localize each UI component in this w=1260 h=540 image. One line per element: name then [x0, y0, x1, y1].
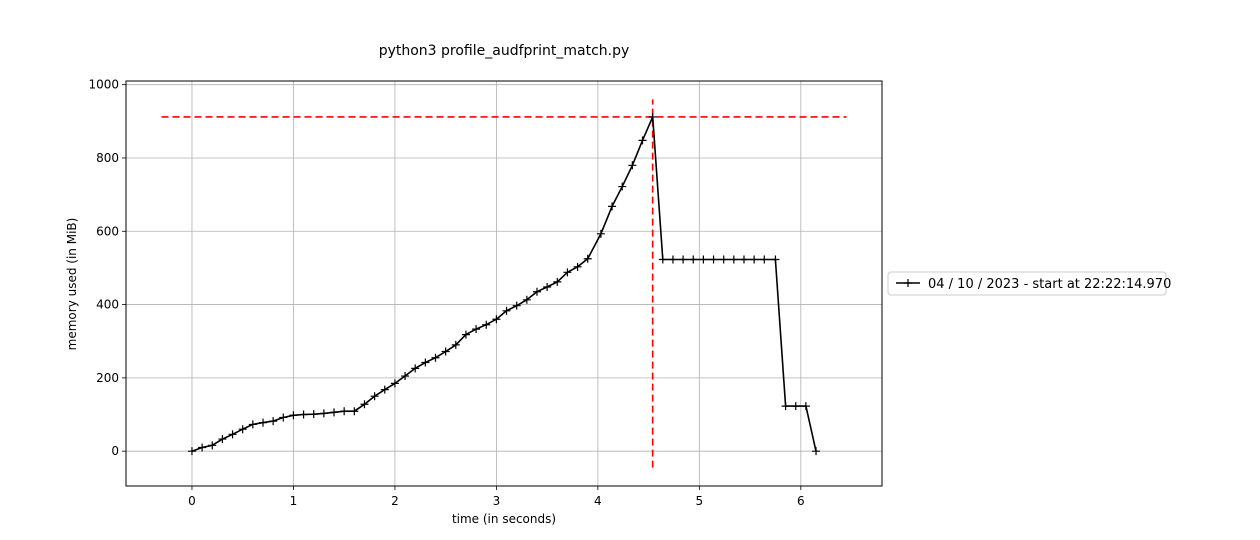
data-point [269, 417, 278, 426]
data-point [380, 385, 389, 394]
y-tick-label: 600 [96, 224, 119, 238]
data-point [596, 229, 605, 238]
x-tick-label: 6 [797, 494, 805, 508]
x-tick-label: 5 [696, 494, 704, 508]
data-point [781, 402, 790, 411]
data-point [583, 254, 592, 263]
data-point [431, 353, 440, 362]
data-point [522, 295, 531, 304]
data-point [238, 425, 247, 434]
data-point [719, 255, 728, 264]
data-point [543, 282, 552, 291]
x-tick-label: 4 [594, 494, 602, 508]
data-point [370, 392, 379, 401]
data-point [350, 407, 359, 416]
data-point [750, 255, 759, 264]
x-tick-label: 0 [188, 494, 196, 508]
memory-series [187, 112, 821, 456]
data-point [421, 358, 430, 367]
y-tick-label: 200 [96, 371, 119, 385]
grid-lines [126, 81, 882, 486]
data-point [492, 315, 501, 324]
data-point [390, 379, 399, 388]
data-point [739, 255, 748, 264]
y-tick-label: 800 [96, 151, 119, 165]
data-point [441, 347, 450, 356]
data-point [340, 407, 349, 416]
data-point [689, 255, 698, 264]
data-point [648, 112, 657, 121]
y-axis-ticks: 0 200 400 600 800 1000 [88, 78, 126, 458]
data-point [618, 182, 627, 191]
data-point [512, 301, 521, 310]
data-point [812, 447, 821, 456]
x-axis-ticks: 0 1 2 3 4 5 6 [188, 486, 805, 508]
y-tick-label: 0 [111, 444, 119, 458]
data-point [451, 340, 460, 349]
chart-title: python3 profile_audfprint_match.py [379, 43, 630, 59]
data-point [729, 255, 738, 264]
data-point [248, 420, 257, 429]
data-point [299, 410, 308, 419]
data-point [709, 255, 718, 264]
data-point [187, 447, 196, 456]
data-point [679, 255, 688, 264]
data-point [319, 409, 328, 418]
y-tick-label: 1000 [88, 78, 119, 92]
data-point [760, 255, 769, 264]
data-point [532, 287, 541, 296]
data-point [330, 408, 339, 417]
data-point [771, 255, 780, 264]
data-point [628, 161, 637, 170]
data-point [699, 255, 708, 264]
data-point [801, 402, 810, 411]
legend-box [887, 271, 1167, 296]
data-point [258, 418, 267, 427]
legend-label: 04 / 10 / 2023 - start at 22:22:14.970 [928, 277, 1171, 292]
data-point [411, 364, 420, 373]
data-point [668, 255, 677, 264]
x-tick-label: 1 [290, 494, 298, 508]
x-axis-label: time (in seconds) [452, 512, 556, 526]
data-point [638, 136, 647, 145]
y-tick-label: 400 [96, 298, 119, 312]
data-point [289, 411, 298, 420]
peak-memory-markers [161, 99, 847, 468]
data-point [608, 202, 617, 211]
data-point [472, 325, 481, 334]
data-point [279, 413, 288, 422]
data-point [461, 330, 470, 339]
legend-plus-marker-icon [904, 279, 912, 287]
legend: 04 / 10 / 2023 - start at 22:22:14.970 [887, 271, 1171, 296]
data-point [401, 372, 410, 381]
data-point [198, 443, 207, 452]
data-point [482, 320, 491, 329]
data-point [553, 277, 562, 286]
memory-line [191, 116, 817, 452]
data-point [573, 262, 582, 271]
data-point [791, 402, 800, 411]
data-point [360, 400, 369, 409]
data-point [208, 441, 217, 450]
data-point [218, 435, 227, 444]
x-tick-label: 2 [391, 494, 399, 508]
plot-frame [125, 80, 883, 487]
data-point [228, 430, 237, 439]
data-point [502, 306, 511, 315]
data-point [309, 410, 318, 419]
y-axis-label: memory used (in MiB) [65, 218, 79, 351]
data-point [658, 255, 667, 264]
data-point [563, 268, 572, 277]
x-tick-label: 3 [493, 494, 501, 508]
